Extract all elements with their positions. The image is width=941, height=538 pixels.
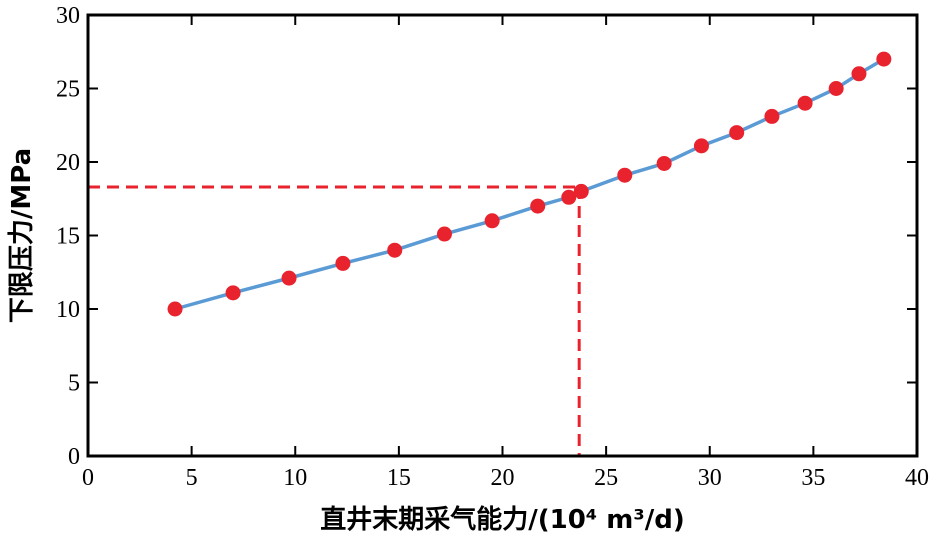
data-point xyxy=(828,81,844,96)
data-point xyxy=(281,270,297,286)
y-tick-label: 15 xyxy=(56,224,80,250)
x-tick-label: 35 xyxy=(801,465,825,491)
data-point xyxy=(530,198,546,214)
y-axis-title: 下限压力/MPa xyxy=(7,148,37,323)
y-tick-label: 5 xyxy=(68,371,80,397)
data-point xyxy=(436,226,452,242)
axis-ticks xyxy=(88,15,917,456)
y-tick-label: 10 xyxy=(56,297,80,323)
x-tick-labels: 0 5 10 15 20 25 30 35 40 xyxy=(82,465,929,491)
x-tick-label: 20 xyxy=(491,465,515,491)
x-tick-label: 5 xyxy=(186,465,198,491)
x-tick-label: 15 xyxy=(387,465,411,491)
plot-frame xyxy=(86,13,919,458)
x-axis-title: 直井末期采气能力/(10⁴ m³/d) xyxy=(320,504,684,535)
y-tick-labels: 0 5 10 15 20 25 30 xyxy=(56,3,80,470)
x-tick-label: 25 xyxy=(594,465,618,491)
data-point xyxy=(561,189,577,205)
data-point xyxy=(656,155,672,171)
data-point xyxy=(693,138,709,154)
data-point xyxy=(167,301,183,317)
data-point xyxy=(387,242,403,258)
x-tick-label: 10 xyxy=(283,465,307,491)
y-tick-label: 20 xyxy=(56,150,80,176)
x-tick-label: 0 xyxy=(82,465,94,491)
data-point xyxy=(764,108,780,124)
x-tick-label: 30 xyxy=(698,465,722,491)
fit-line-layer xyxy=(174,57,885,311)
data-point xyxy=(617,167,633,183)
data-point xyxy=(876,51,892,67)
data-point xyxy=(573,183,589,199)
data-points xyxy=(167,51,892,317)
x-tick-label: 40 xyxy=(905,465,929,491)
data-point xyxy=(729,125,745,141)
data-point xyxy=(797,95,813,111)
data-point xyxy=(225,285,241,301)
series-line xyxy=(174,57,885,311)
y-tick-label: 30 xyxy=(56,3,80,29)
reference-lines xyxy=(88,185,581,456)
y-tick-label: 25 xyxy=(56,77,80,103)
data-point xyxy=(484,213,500,229)
data-point xyxy=(335,255,351,271)
y-tick-label: 0 xyxy=(68,444,80,470)
data-point xyxy=(851,66,867,82)
